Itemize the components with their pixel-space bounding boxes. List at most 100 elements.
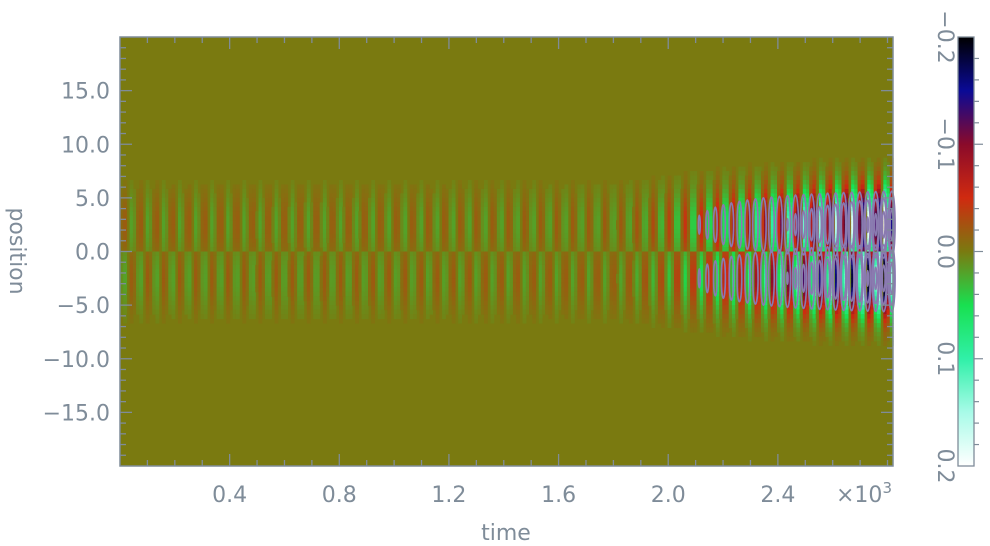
heatmap-cell [377,282,382,288]
heatmap-cell [200,229,205,235]
heatmap-cell [548,300,553,306]
heatmap-cell [419,255,424,262]
heatmap-cell [632,260,636,266]
heatmap-cell [545,202,549,208]
heatmap-cell [377,206,382,212]
heatmap-cell [706,309,711,315]
heatmap-cell [577,273,582,279]
heatmap-cell [136,269,140,275]
heatmap-cell [474,206,479,212]
heatmap-cell [628,242,633,248]
heatmap-cell [522,260,527,266]
heatmap-cell [525,242,530,248]
heatmap-cell [509,273,514,279]
heatmap-cell [670,273,675,279]
heatmap-cell [371,251,376,257]
heatmap-cell [686,255,691,262]
heatmap-cell [416,193,421,199]
heatmap-cell [442,211,446,217]
heatmap-cell [261,251,266,257]
heatmap-cell [310,224,314,230]
heatmap-cell [274,255,279,262]
heatmap-cell [148,188,153,195]
heatmap-cell [419,224,424,230]
heatmap-cell [148,300,153,306]
heatmap-cell [619,305,624,311]
heatmap-cell [136,193,140,199]
heatmap-cell [738,184,743,190]
heatmap-cell [564,247,569,253]
heatmap-cell [580,220,585,226]
heatmap-cell [496,273,501,279]
heatmap-cell [558,287,562,293]
heatmap-cell [271,238,276,244]
heatmap-cell [310,255,314,262]
heatmap-cell [419,180,424,186]
heatmap-cell [696,184,701,190]
heatmap-cell [413,215,417,221]
heatmap-cell [448,300,453,306]
heatmap-cell [606,215,611,221]
heatmap-cell [123,193,128,199]
heatmap-cell [464,229,469,235]
heatmap-cell [219,202,224,208]
heatmap-cell [181,238,186,244]
heatmap-cell [670,278,675,284]
heatmap-cell [606,202,611,208]
heatmap-cell [628,251,633,257]
heatmap-cell [561,247,566,253]
heatmap-cell [670,197,675,203]
heatmap-cell [271,233,276,239]
heatmap-cell [570,242,575,248]
heatmap-cell [145,251,150,257]
heatmap-cell [165,251,169,257]
heatmap-cell [403,318,408,324]
heatmap-cell [509,229,514,235]
heatmap-cell [316,233,321,239]
heatmap-cell [416,215,421,221]
heatmap-cell [577,251,582,257]
heatmap-cell [139,309,144,315]
heatmap-cell [371,184,376,190]
heatmap-cell [532,188,537,195]
heatmap-cell [264,229,269,235]
heatmap-cell [248,197,253,203]
heatmap-cell [651,180,656,186]
heatmap-cell [345,300,350,306]
heatmap-cell [371,309,376,315]
heatmap-cell [419,220,424,226]
heatmap-cell [577,247,582,253]
heatmap-cell [477,229,482,235]
heatmap-cell [261,233,266,239]
heatmap-cell [310,282,314,288]
heatmap-cell [673,278,678,284]
heatmap-cell [612,309,617,315]
heatmap-cell [203,193,208,199]
heatmap-cell [680,247,685,253]
heatmap-cell [725,291,730,297]
heatmap-cell [129,260,134,266]
heatmap-cell [516,211,520,217]
heatmap-cell [683,220,688,226]
heatmap-cell [612,282,617,288]
heatmap-cell [322,193,327,199]
heatmap-cell [619,282,624,288]
heatmap-cell [693,184,698,190]
heatmap-cell [506,305,511,311]
heatmap-cell [558,215,562,221]
heatmap-cell [210,229,215,235]
heatmap-cell [155,206,160,212]
heatmap-cell [529,229,533,235]
heatmap-cell [322,188,327,195]
heatmap-cell [290,193,295,199]
heatmap-cell [609,197,614,203]
heatmap-cell [229,206,234,212]
heatmap-cell [268,247,272,253]
heatmap-cell [197,247,202,253]
heatmap-cell [490,215,495,221]
heatmap-cell [248,260,253,266]
heatmap-cell [339,206,343,212]
heatmap-cell [306,255,311,262]
heatmap-cell [329,242,334,248]
heatmap-cell [477,193,482,199]
